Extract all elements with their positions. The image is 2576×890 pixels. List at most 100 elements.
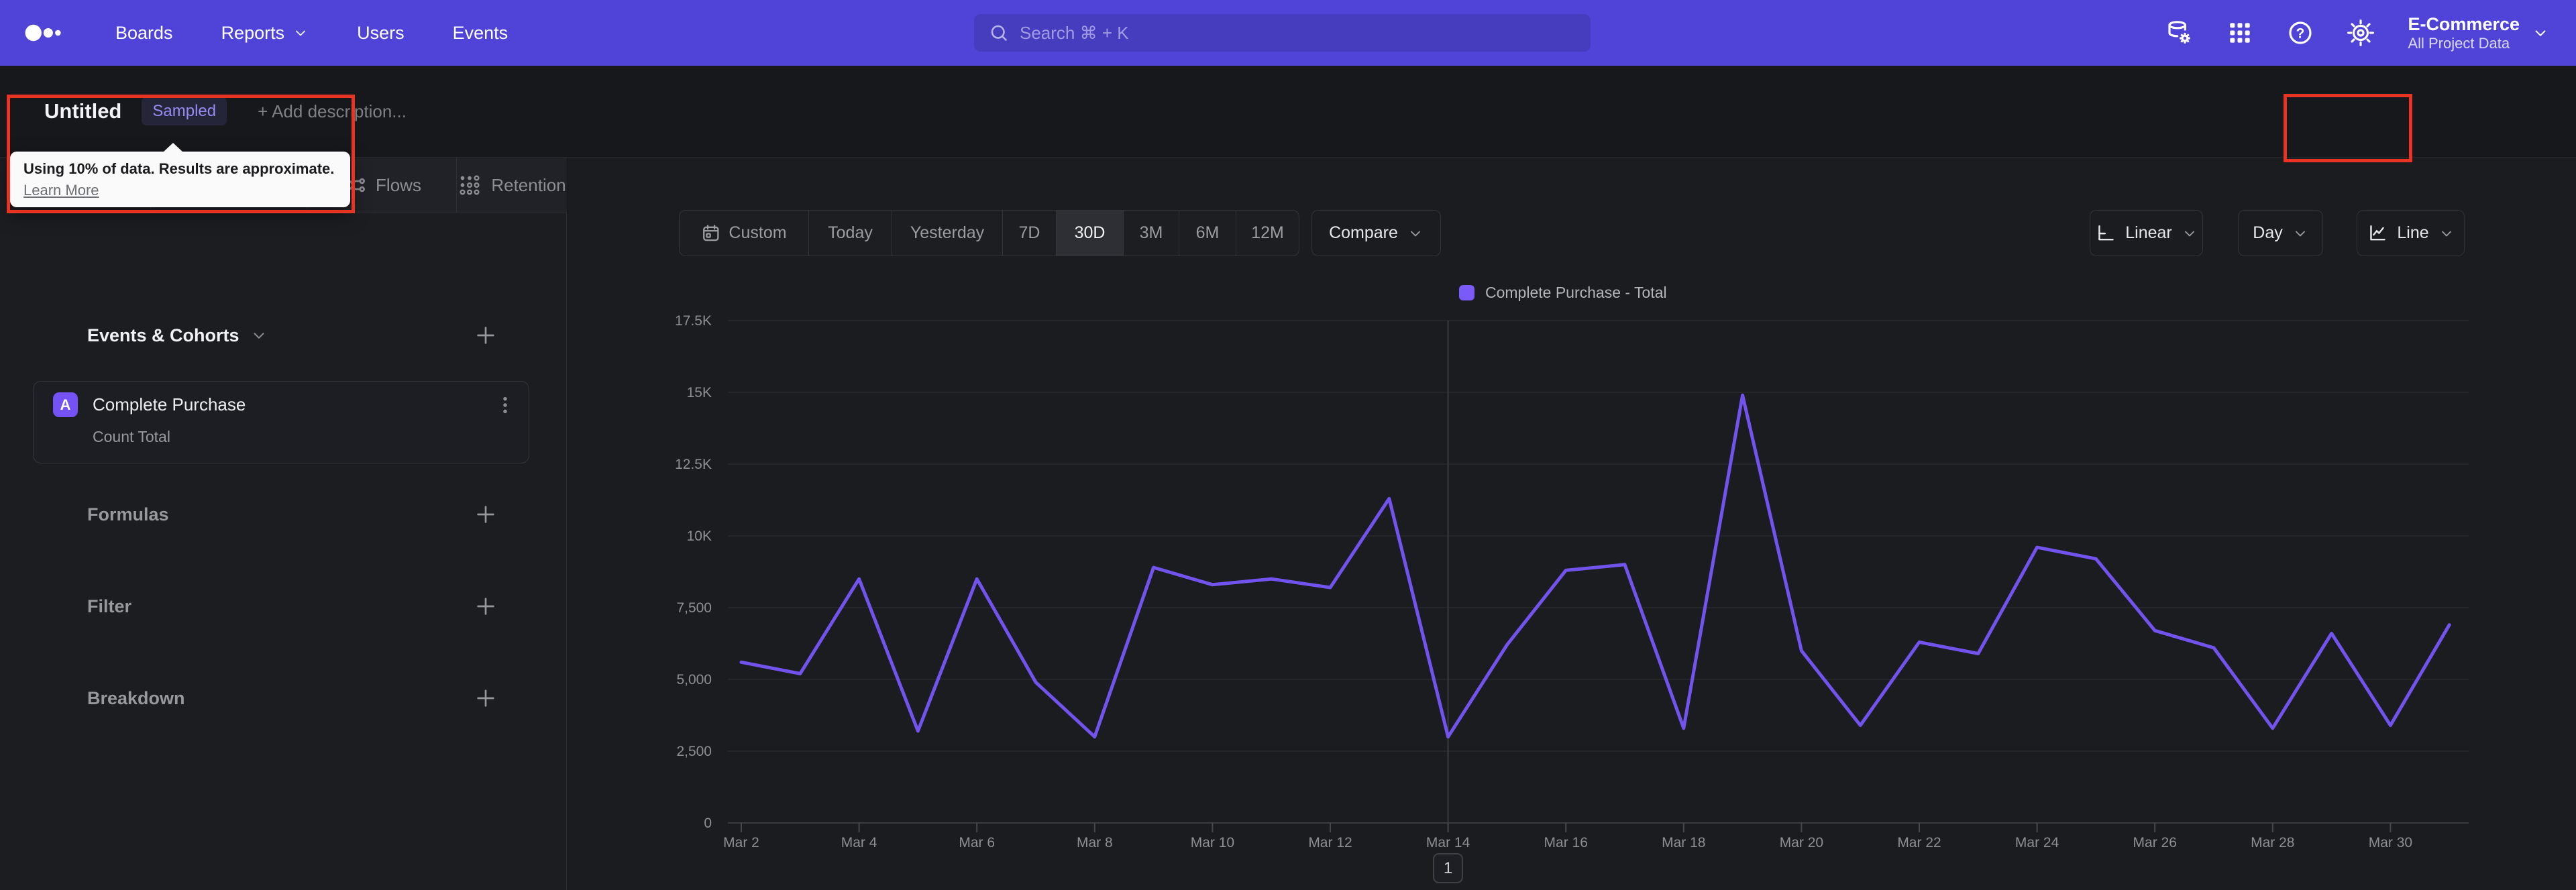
section-label: Filter [87, 596, 132, 616]
query-builder-sidebar: InsightsFunnelsFlowsRetention Events & C… [0, 158, 567, 890]
linear-dropdown[interactable]: Linear [2090, 210, 2203, 256]
compare-button[interactable]: Compare [1311, 210, 1441, 256]
series-line-complete-purchase[interactable] [739, 393, 2451, 739]
pagination-page-1[interactable]: 1 [1433, 853, 1463, 883]
nav-item-label: Reports [221, 22, 285, 43]
range-label: 30D [1074, 223, 1106, 242]
project-name: E-Commerce [2408, 13, 2520, 34]
learn-more-link[interactable]: Learn More [23, 182, 99, 199]
range-30d[interactable]: 30D [1057, 211, 1124, 256]
legend-swatch [1459, 285, 1474, 300]
nav-item-label: Users [357, 22, 405, 43]
help-icon[interactable]: ? [2287, 19, 2314, 46]
mixpanel-logo[interactable] [24, 20, 63, 46]
data-management-icon[interactable] [2166, 19, 2193, 46]
report-title[interactable]: Untitled [44, 99, 122, 123]
x-axis-label: Mar 20 [1780, 835, 1823, 850]
apps-grid-icon[interactable] [2226, 19, 2253, 46]
add-description[interactable]: + Add description... [258, 101, 407, 121]
chart-area [568, 158, 2576, 890]
top-navigation-bar: Boards Reports Users Events Search ⌘ + K ? … [0, 0, 2576, 66]
add-formulas-button[interactable] [474, 503, 497, 526]
range-yesterday[interactable]: Yesterday [892, 211, 1003, 256]
nav-item-reports[interactable]: Reports [221, 23, 309, 44]
range-label: 12M [1251, 223, 1284, 242]
event-card[interactable]: A Complete Purchase Count Total [33, 381, 529, 463]
tab-retention[interactable]: Retention [457, 158, 567, 213]
add-breakdown-button[interactable] [474, 687, 497, 710]
range-label: Today [828, 223, 873, 242]
x-axis-label: Mar 22 [1897, 835, 1941, 850]
event-metric[interactable]: Count Total [93, 428, 170, 445]
nav-item-label: Events [452, 22, 508, 43]
linear-icon [2095, 223, 2116, 243]
range-3m[interactable]: 3M [1124, 211, 1179, 256]
chevron-down-icon [2182, 225, 2198, 241]
event-letter-badge: A [53, 392, 78, 417]
y-axis-label: 0 [704, 816, 712, 831]
calendar-icon [701, 223, 720, 243]
x-axis-label: Mar 8 [1077, 835, 1113, 850]
y-axis-label: 12.5K [675, 457, 712, 472]
x-axis-label: Mar 18 [1662, 835, 1705, 850]
section-label: Formulas [87, 504, 169, 524]
day-dropdown[interactable]: Day [2238, 210, 2323, 256]
sampled-badge[interactable]: Sampled [142, 97, 227, 125]
x-axis-label: Mar 14 [1426, 835, 1470, 850]
event-options-icon[interactable] [495, 395, 515, 415]
range-today[interactable]: Today [809, 211, 892, 256]
line-dropdown[interactable]: Line [2357, 210, 2465, 256]
sampling-tooltip: Using 10% of data. Results are approxima… [10, 143, 350, 207]
legend-label[interactable]: Complete Purchase - Total [1485, 284, 1667, 301]
range-label: 6M [1195, 223, 1220, 242]
x-axis-label: Mar 24 [2015, 835, 2059, 850]
range-label: Yesterday [910, 223, 985, 242]
svg-text:?: ? [2296, 25, 2305, 41]
report-header: Untitled Sampled + Add description... Sa… [0, 66, 2576, 158]
search-input[interactable]: Search ⌘ + K [974, 14, 1591, 52]
nav-right-cluster: ? E-Commerce All Project Data [2166, 0, 2576, 66]
x-axis-label: Mar 4 [841, 835, 877, 850]
range-7d[interactable]: 7D [1003, 211, 1057, 256]
nav-item-events[interactable]: Events [453, 23, 508, 44]
tab-label: Retention [491, 174, 566, 195]
retention-icon [458, 173, 482, 197]
date-range-control: Custom Today Yesterday 7D 30D 3M 6M 12M [679, 210, 1299, 256]
add-event-button[interactable] [474, 324, 497, 347]
chevron-down-icon[interactable] [250, 327, 268, 344]
range-6m[interactable]: 6M [1179, 211, 1236, 256]
search-icon [991, 25, 1008, 42]
nav-item-users[interactable]: Users [357, 23, 405, 44]
add-filter-button[interactable] [474, 595, 497, 618]
y-axis-label: 7,500 [676, 600, 712, 616]
x-axis-label: Mar 12 [1308, 835, 1352, 850]
nav-item-boards[interactable]: Boards [115, 23, 173, 44]
chevron-down-icon [2292, 225, 2308, 241]
event-name[interactable]: Complete Purchase [93, 394, 246, 414]
dropdown-label: Day [2253, 223, 2283, 242]
range-label: Custom [729, 223, 787, 242]
logo-dots-icon [25, 24, 61, 42]
range-label: 3M [1139, 223, 1163, 242]
section-formulas: Formulas [33, 488, 529, 541]
y-axis-label: 5,000 [676, 672, 712, 687]
y-axis-label: 17.5K [675, 313, 712, 329]
settings-gear-icon[interactable] [2347, 19, 2375, 46]
range-12m[interactable]: 12M [1236, 211, 1299, 256]
chevron-down-icon [2532, 24, 2549, 42]
section-breakdown: Breakdown [33, 671, 529, 725]
primary-nav: Boards Reports Users Events [115, 23, 508, 44]
section-filter: Filter [33, 579, 529, 633]
project-selector[interactable]: E-Commerce All Project Data [2408, 13, 2549, 53]
range-custom[interactable]: Custom [680, 211, 809, 256]
x-axis-label: Mar 28 [2251, 835, 2294, 850]
tab-label: Flows [376, 174, 421, 195]
events-cohorts-label[interactable]: Events & Cohorts [87, 325, 239, 345]
x-axis-label: Mar 10 [1191, 835, 1234, 850]
chevron-down-icon [292, 25, 309, 41]
range-label: 7D [1018, 223, 1040, 242]
dropdown-label: Linear [2125, 223, 2172, 242]
x-axis-label: Mar 6 [959, 835, 995, 850]
events-cohorts-header: Events & Cohorts [33, 309, 529, 362]
linechart-icon [2367, 223, 2387, 243]
